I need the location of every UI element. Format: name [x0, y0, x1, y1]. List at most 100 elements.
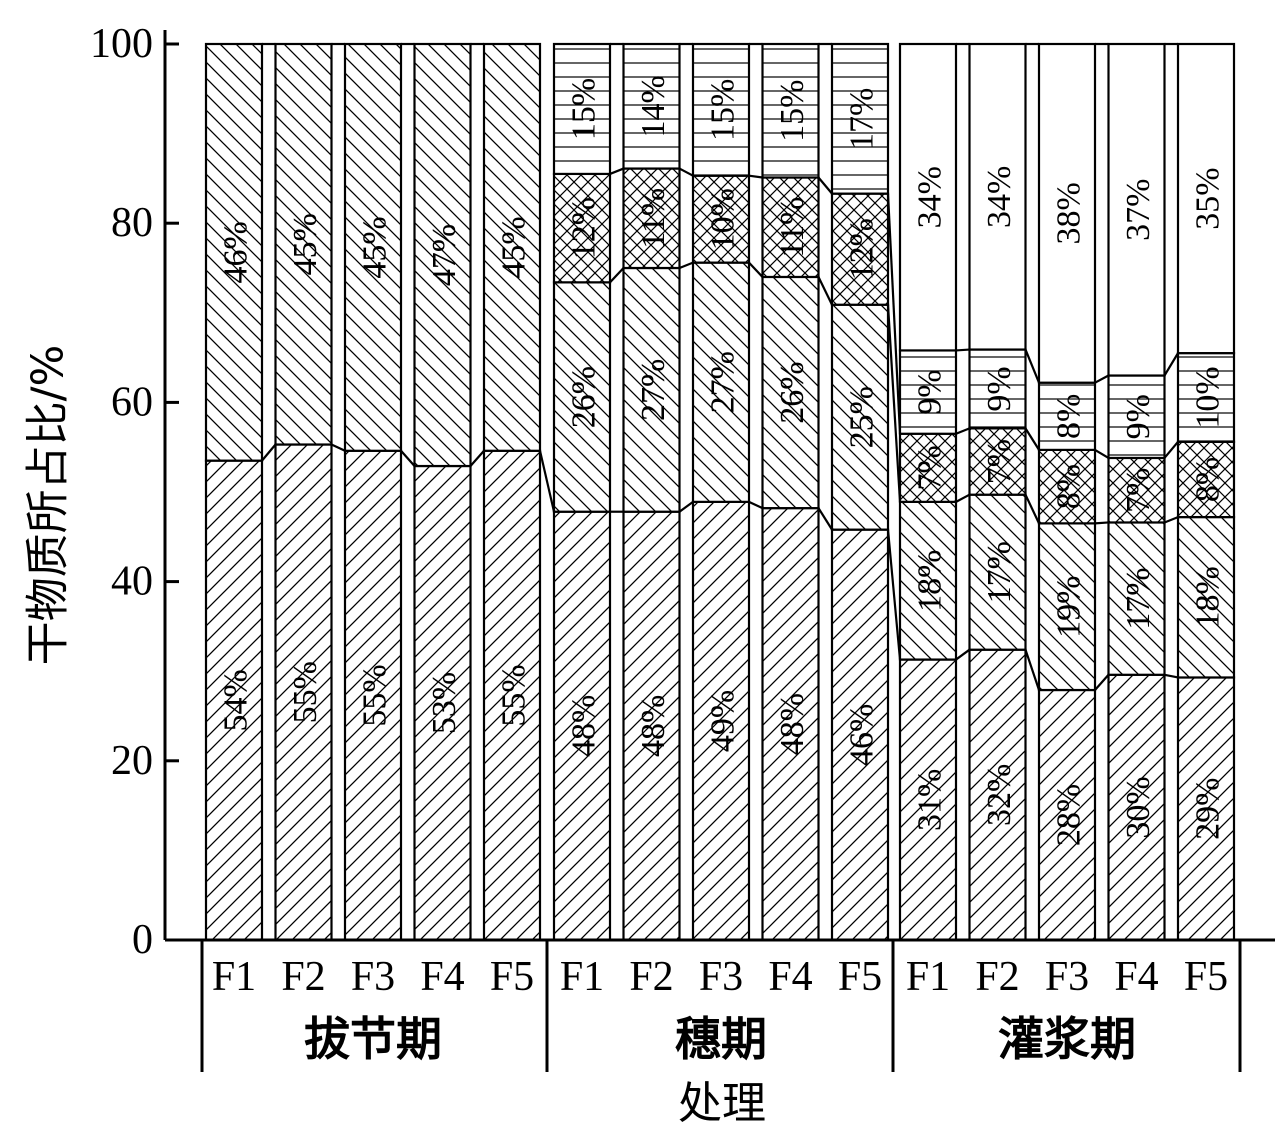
data-label: 46% — [218, 221, 255, 283]
connector-line — [679, 261, 694, 270]
data-label: 34% — [981, 166, 1018, 228]
data-label: 25% — [844, 386, 881, 448]
bar-segment — [830, 42, 890, 195]
data-label: 10% — [705, 188, 742, 250]
connector-line — [1094, 448, 1110, 459]
category-tick-label: F5 — [838, 954, 882, 1000]
data-label: 54% — [218, 669, 255, 731]
connector-line — [955, 427, 970, 435]
category-tick-label: F3 — [351, 954, 395, 1000]
data-label: 7% — [1120, 468, 1157, 513]
connector-line — [748, 261, 764, 278]
connector-line — [1024, 427, 1040, 451]
connector-line — [886, 193, 902, 434]
category-tick-label: F1 — [906, 954, 950, 1000]
data-label: 35% — [1190, 167, 1227, 229]
connector-line — [1164, 673, 1179, 679]
data-label: 12% — [566, 197, 603, 259]
bar-segment — [1037, 688, 1097, 942]
category-tick-label: F5 — [490, 954, 534, 1000]
x-axis-title: 处理 — [678, 1078, 766, 1129]
y-tick-label: 60 — [111, 379, 153, 425]
category-tick-label: F1 — [560, 954, 604, 1000]
group-label: 穗期 — [675, 1012, 767, 1066]
y-tick-label: 20 — [111, 738, 153, 784]
connector-line — [538, 450, 556, 512]
bar-segment — [968, 427, 1027, 496]
connector-line — [1163, 441, 1179, 459]
connector-line — [1163, 352, 1179, 377]
group-label: 灌浆期 — [998, 1012, 1136, 1066]
connector-line — [886, 529, 902, 660]
connector-line — [609, 167, 624, 175]
y-tick-label: 100 — [90, 21, 153, 67]
data-label: 14% — [635, 75, 672, 137]
connector-line — [748, 174, 763, 179]
data-label: 9% — [1120, 394, 1157, 439]
bar-segment — [413, 464, 472, 942]
y-axis-title: 干物质所占比/% — [23, 345, 74, 666]
data-label: 7% — [912, 445, 949, 490]
bar-segment — [898, 432, 958, 503]
data-label: 7% — [981, 439, 1018, 484]
connector-line — [678, 500, 694, 513]
data-label: 45% — [496, 216, 533, 278]
data-label: 48% — [774, 693, 811, 755]
bar-segment — [274, 42, 333, 446]
bar-segment — [761, 176, 820, 279]
data-label: 34% — [912, 166, 949, 228]
connector-line — [1024, 494, 1040, 524]
bar-segment — [968, 648, 1027, 942]
category-tick-label: F2 — [629, 954, 673, 1000]
bar-segment — [622, 266, 681, 513]
connector-line — [469, 450, 485, 467]
data-label: 48% — [635, 695, 672, 757]
connector-line — [955, 648, 971, 661]
bar-segment — [691, 500, 751, 942]
bar-segment — [898, 42, 958, 352]
data-label: 19% — [1051, 576, 1088, 638]
data-label: 55% — [287, 661, 324, 723]
bar-segment — [1176, 352, 1236, 443]
y-tick-label: 80 — [111, 200, 153, 246]
bar-segment — [1107, 456, 1166, 524]
group-label: 拔节期 — [304, 1012, 442, 1066]
connector-line — [817, 176, 833, 195]
connector-line — [955, 348, 970, 352]
data-label: 45% — [287, 213, 324, 275]
bar-segment — [898, 349, 958, 435]
connector-line — [817, 507, 833, 531]
data-label: 11% — [774, 197, 811, 258]
connector-line — [955, 493, 971, 503]
bar-segment — [552, 42, 612, 176]
bar-segment — [622, 167, 681, 270]
data-label: 9% — [912, 369, 949, 414]
bar-segment — [413, 42, 472, 468]
bar-segment — [1176, 440, 1236, 519]
category-tick-label: F3 — [1045, 954, 1089, 1000]
data-label: 53% — [426, 672, 463, 734]
data-label: 37% — [1120, 179, 1157, 241]
bar-segment — [622, 42, 681, 170]
y-tick-label: 40 — [111, 559, 153, 605]
connector-line — [609, 267, 625, 284]
connector-line — [331, 443, 346, 452]
connector-line — [748, 500, 763, 510]
bar-segment — [691, 42, 751, 177]
data-label: 17% — [844, 88, 881, 150]
data-label: 10% — [1190, 366, 1227, 428]
bar-segment — [204, 42, 264, 462]
data-label: 48% — [566, 695, 603, 757]
bar-segment — [1107, 673, 1166, 942]
bar-segment — [830, 192, 890, 306]
connector-line — [678, 167, 694, 177]
category-tick-label: F4 — [768, 954, 812, 1000]
data-label: 15% — [705, 79, 742, 141]
data-label: 18% — [1190, 566, 1227, 628]
connector-line — [817, 276, 833, 306]
data-label: 47% — [426, 224, 463, 286]
data-label: 49% — [705, 690, 742, 752]
connector-line — [1094, 674, 1110, 691]
